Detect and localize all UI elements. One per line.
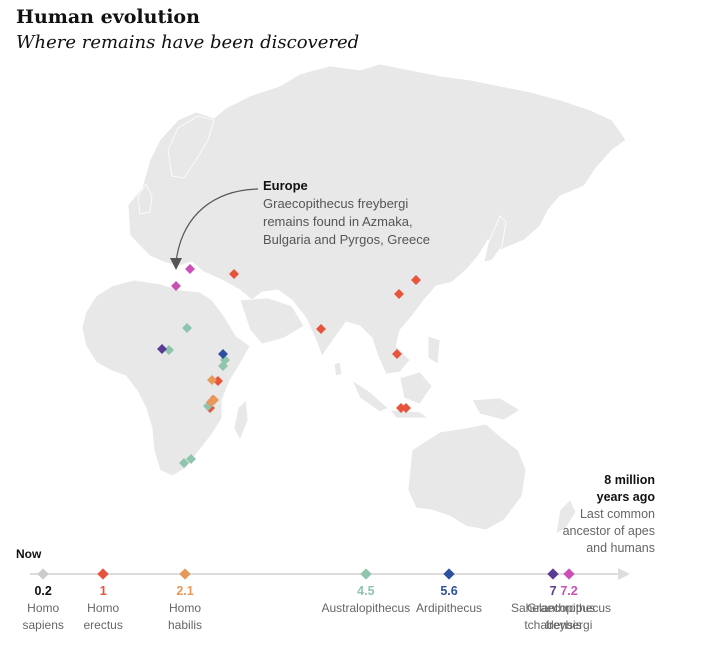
- arabian-peninsula: [239, 297, 305, 345]
- timeline-label-3: 4.5 Australopithecus: [322, 583, 411, 617]
- end-label-line-1: 8 million: [604, 473, 655, 487]
- annotation-line-2: remains found in Azmaka,: [263, 214, 413, 229]
- site-marker-erectus: [392, 349, 402, 359]
- timeline-value: 7: [549, 584, 557, 598]
- madagascar: [233, 399, 249, 441]
- great-britain: [137, 183, 153, 215]
- species-name-line: habilis: [168, 618, 203, 632]
- timeline-marker-4: [443, 568, 455, 580]
- timeline-marker-5: [547, 568, 559, 580]
- timeline-axis: [30, 568, 630, 580]
- site-marker-australopithecus: [164, 345, 174, 355]
- sumatra: [351, 378, 389, 413]
- site-marker-erectus: [213, 376, 223, 386]
- species-name-line: erectus: [83, 618, 123, 632]
- philippines: [427, 335, 441, 365]
- borneo: [399, 371, 433, 405]
- timeline-value: 0.2: [34, 584, 52, 598]
- site-marker-habilis: [207, 375, 217, 385]
- timeline-marker-2: [179, 568, 191, 580]
- site-marker-graecopithecus: [171, 281, 181, 291]
- species-name-line: Homo: [169, 601, 202, 615]
- timeline-label-2: 2.1 Homo habilis: [168, 583, 202, 634]
- scandinavia: [167, 115, 215, 179]
- java: [389, 409, 430, 419]
- timeline-value: 5.6: [440, 584, 458, 598]
- species-name-line: Homo: [87, 601, 120, 615]
- timeline-marker-6: [563, 568, 575, 580]
- timeline-value: 4.5: [357, 584, 375, 598]
- species-name-line: freybergi: [545, 618, 593, 632]
- page-title: Human evolution: [16, 6, 200, 28]
- timeline-value: 2.1: [176, 584, 194, 598]
- species-name-line: Sahelanthropus: [511, 601, 596, 615]
- site-marker-graecopithecus: [185, 264, 195, 274]
- site-marker-erectus: [411, 275, 421, 285]
- timeline-label-1: 1 Homo erectus: [84, 583, 123, 634]
- timeline-marker-0: [37, 568, 49, 580]
- site-marker-sahelanthropus: [157, 344, 167, 354]
- annotation-line-3: Bulgaria and Pyrgos, Greece: [263, 232, 430, 247]
- timeline-marker-1: [97, 568, 109, 580]
- discovery-sites: [157, 264, 421, 468]
- site-marker-ardipithecus: [218, 349, 228, 359]
- timeline-label-4: 5.6 Ardipithecus: [416, 583, 482, 617]
- timeline-arrowhead: [618, 568, 630, 580]
- eurasia-landmass: [127, 63, 627, 375]
- timeline-value: 7.2: [560, 584, 578, 598]
- timeline-now-label: Now: [16, 547, 42, 561]
- new-guinea: [471, 397, 521, 421]
- timeline-label-5: 7 Sahelanthropus tchadensis: [511, 583, 595, 634]
- species-name-line: Ardipithecus: [416, 601, 483, 615]
- annotation-title: Europe: [263, 178, 308, 193]
- japan: [483, 215, 507, 263]
- new-zealand: [555, 499, 577, 535]
- africa-landmass: [81, 279, 251, 477]
- timeline-label-6: 7.2 Graecopithecus freybergi: [527, 583, 611, 634]
- site-marker-erectus: [316, 324, 326, 334]
- site-marker-australopithecus: [186, 454, 196, 464]
- species-name-line: Homo: [27, 601, 60, 615]
- timeline-end-label: 8 million years ago Last common ancestor…: [563, 472, 655, 557]
- site-marker-australopithecus: [179, 458, 189, 468]
- site-marker-erectus: [229, 269, 239, 279]
- sri-lanka: [333, 361, 343, 377]
- species-name-line: sapiens: [22, 618, 64, 632]
- page-subtitle: Where remains have been discovered: [16, 32, 360, 53]
- site-marker-australopithecus: [218, 361, 228, 371]
- timeline-marker-3: [360, 568, 372, 580]
- site-marker-australopithecus: [182, 323, 192, 333]
- timeline-value: 1: [99, 584, 107, 598]
- world-map: [81, 63, 627, 535]
- end-note-line-2: ancestor of apes: [562, 524, 655, 538]
- end-note-line-3: and humans: [586, 541, 655, 555]
- site-marker-erectus: [396, 403, 406, 413]
- australia: [407, 423, 527, 531]
- site-marker-habilis: [206, 397, 216, 407]
- species-name-line: Australopithecus: [321, 601, 411, 615]
- species-name-line: Graecopithecus: [527, 601, 612, 615]
- end-label-line-2: years ago: [596, 490, 655, 504]
- site-marker-erectus: [394, 289, 404, 299]
- end-note-line-1: Last common: [579, 507, 655, 521]
- europe-annotation: Europe Graecopithecus freybergi remains …: [263, 177, 430, 249]
- timeline-label-0: 0.2 Homo sapiens: [23, 583, 64, 634]
- species-name-line: tchadensis: [524, 618, 582, 632]
- annotation-line-1: Graecopithecus freybergi: [263, 196, 409, 211]
- annotation-arrow: [175, 188, 259, 263]
- annotation-arrowhead: [170, 258, 182, 270]
- site-marker-erectus: [401, 403, 411, 413]
